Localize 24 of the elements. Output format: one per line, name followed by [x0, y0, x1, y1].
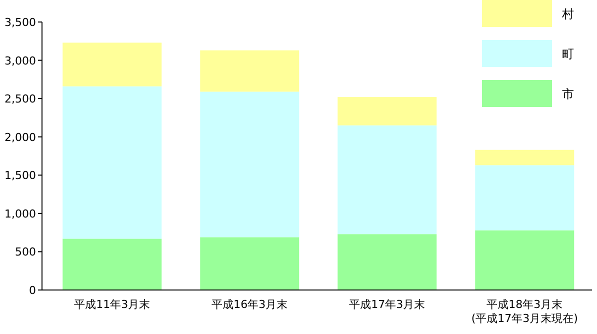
bar	[475, 150, 574, 166]
y-tick-label: 1,000	[4, 207, 36, 220]
y-tick-label: 500	[15, 246, 36, 259]
y-tick-label: 3,000	[4, 54, 36, 68]
bar	[338, 125, 437, 234]
x-tick-label: 平成11年3月末	[74, 298, 150, 311]
bar	[62, 42, 162, 86]
bar	[200, 237, 300, 290]
bar	[200, 50, 300, 92]
bar	[200, 92, 300, 238]
y-tick-label: 2,500	[4, 92, 36, 106]
y-tick-label: 0	[29, 284, 36, 297]
bar	[475, 230, 574, 290]
bar	[338, 234, 437, 290]
bar	[338, 97, 437, 126]
bar	[62, 238, 162, 290]
bar	[62, 86, 162, 239]
x-tick-label: 平成16年3月末	[212, 298, 288, 311]
y-tick-label: 1,500	[4, 169, 36, 182]
x-tick-label: 平成18年3月末 (平成17年3月末現在)	[471, 298, 578, 325]
y-tick-label: 3,500	[4, 16, 36, 29]
y-tick-label: 2,000	[4, 130, 36, 144]
bar	[475, 165, 574, 230]
x-tick-label: 平成17年3月末	[349, 298, 426, 311]
